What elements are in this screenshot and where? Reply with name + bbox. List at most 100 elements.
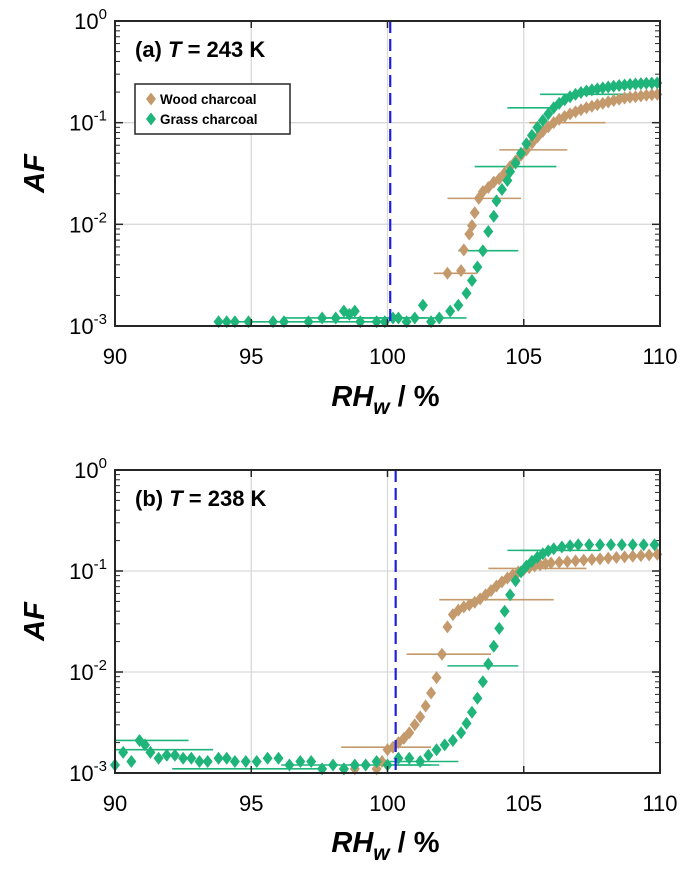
data-point bbox=[611, 551, 622, 565]
legend-label: Grass charcoal bbox=[160, 112, 258, 127]
data-point bbox=[641, 88, 652, 102]
data-point bbox=[360, 758, 371, 772]
data-point bbox=[431, 671, 442, 685]
chart-panel-b: 90 95 100 105 110 10-3 10-2 10-1 100 RHw / % AF (b)… bbox=[19, 455, 678, 865]
data-point bbox=[409, 311, 420, 325]
panel-label: (a) T = 243 K bbox=[135, 37, 265, 62]
legend-label: Wood charcoal bbox=[160, 92, 257, 107]
data-point bbox=[202, 754, 213, 768]
y-tick-label: 10-3 bbox=[69, 311, 107, 339]
data-point bbox=[461, 716, 472, 730]
chart-panel-a: 90 95 100 105 110 10-3 10-2 10-1 100 RHw / % AF (a)… bbox=[19, 6, 678, 419]
data-point bbox=[505, 165, 516, 179]
data-point bbox=[466, 274, 477, 288]
data-point bbox=[483, 657, 494, 671]
data-point bbox=[625, 90, 636, 104]
data-point bbox=[562, 555, 573, 569]
x-tick-label: 105 bbox=[505, 344, 542, 369]
data-point bbox=[456, 264, 467, 278]
data-point bbox=[646, 76, 657, 90]
data-point bbox=[393, 311, 404, 325]
data-point bbox=[466, 705, 477, 719]
data-point bbox=[415, 754, 426, 768]
data-point bbox=[595, 538, 606, 552]
data-point bbox=[431, 743, 442, 757]
data-point bbox=[404, 751, 415, 765]
data-point bbox=[625, 77, 636, 91]
data-point bbox=[461, 286, 472, 300]
x-axis-title: RHw / % bbox=[331, 381, 439, 419]
data-point bbox=[627, 549, 638, 563]
data-point bbox=[469, 206, 480, 220]
data-point bbox=[578, 553, 589, 567]
data-point bbox=[616, 538, 627, 552]
data-point bbox=[635, 77, 646, 91]
data-point bbox=[496, 183, 507, 197]
data-point bbox=[262, 751, 273, 765]
data-point bbox=[644, 548, 655, 562]
data-point bbox=[445, 304, 456, 318]
data-point bbox=[306, 754, 317, 768]
data-point bbox=[556, 540, 567, 554]
data-point bbox=[415, 710, 426, 724]
x-tick-label: 90 bbox=[103, 791, 127, 816]
x-tick-label: 105 bbox=[505, 791, 542, 816]
data-point bbox=[295, 754, 306, 768]
data-point bbox=[488, 209, 499, 223]
data-point bbox=[442, 620, 453, 634]
data-point bbox=[619, 78, 630, 92]
data-point bbox=[186, 751, 197, 765]
data-point bbox=[635, 549, 646, 563]
data-point bbox=[627, 538, 638, 552]
data-point bbox=[229, 754, 240, 768]
data-point bbox=[494, 621, 505, 635]
data-point bbox=[641, 76, 652, 90]
data-point bbox=[423, 748, 434, 762]
data-point bbox=[649, 538, 660, 552]
y-tick-label: 100 bbox=[74, 455, 107, 483]
y-tick-label: 10-3 bbox=[69, 758, 107, 786]
data-point bbox=[273, 751, 284, 765]
y-axis-title: AF bbox=[19, 153, 51, 194]
data-point bbox=[466, 219, 477, 233]
x-tick-label: 100 bbox=[369, 344, 406, 369]
x-tick-label: 95 bbox=[239, 344, 263, 369]
data-point bbox=[328, 758, 338, 772]
x-tick-label: 100 bbox=[369, 791, 406, 816]
legend-box bbox=[134, 83, 291, 135]
legend-marker bbox=[146, 92, 156, 106]
data-point bbox=[543, 107, 554, 121]
data-point bbox=[194, 754, 205, 768]
data-point bbox=[213, 751, 224, 765]
panel-label: (b) T = 238 K bbox=[135, 486, 267, 511]
data-point bbox=[488, 639, 499, 653]
data-point bbox=[240, 754, 251, 768]
data-point bbox=[126, 754, 137, 768]
data-point bbox=[251, 754, 262, 768]
data-point bbox=[499, 604, 510, 618]
data-point bbox=[371, 754, 382, 768]
data-point bbox=[317, 311, 328, 325]
y-tick-label: 100 bbox=[74, 6, 107, 34]
data-point bbox=[510, 156, 521, 170]
data-point bbox=[595, 552, 606, 566]
data-point bbox=[472, 691, 483, 705]
data-point bbox=[426, 686, 437, 700]
series-wood-charcoal bbox=[442, 87, 663, 280]
data-point bbox=[178, 751, 189, 765]
data-point bbox=[603, 551, 614, 565]
data-point bbox=[537, 114, 548, 128]
errorbars-grass bbox=[115, 549, 601, 770]
data-point bbox=[420, 699, 431, 713]
y-tick-label: 10-2 bbox=[69, 209, 107, 237]
data-point bbox=[516, 146, 527, 160]
data-point bbox=[505, 588, 516, 602]
data-point bbox=[434, 311, 445, 325]
data-point bbox=[586, 552, 597, 566]
data-point bbox=[646, 88, 657, 102]
data-point bbox=[221, 751, 232, 765]
data-point bbox=[570, 554, 581, 568]
data-point bbox=[404, 726, 415, 740]
data-point bbox=[502, 173, 513, 187]
